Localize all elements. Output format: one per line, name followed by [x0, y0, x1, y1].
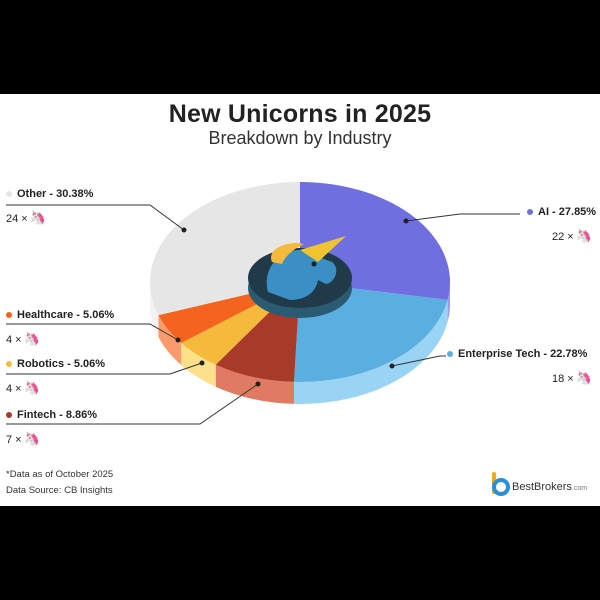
- bestbrokers-logo: BestBrokers.com: [490, 470, 600, 498]
- leader-line-ai: [405, 213, 520, 222]
- pie-side-ai: [447, 282, 450, 322]
- leader-line-fintech: [6, 383, 259, 425]
- label-healthcare: Healthcare - 5.06%: [6, 309, 114, 321]
- count-other: 24 × 🦄: [6, 210, 46, 225]
- unicorn-icon: 🦄: [23, 331, 40, 346]
- label-fintech: Fintech - 8.86%: [6, 409, 97, 421]
- count-fintech: 7 × 🦄: [6, 431, 40, 446]
- pie-side-robotics: [181, 343, 216, 387]
- pie-side-other: [150, 282, 159, 338]
- count-healthcare: 4 × 🦄: [6, 331, 40, 346]
- leader-dot-fintech: [255, 381, 261, 387]
- leader-dot-other: [181, 227, 187, 233]
- brand-name: BestBrokers.com: [512, 481, 588, 493]
- pie-sides: [150, 282, 450, 405]
- label-other: Other - 30.38%: [6, 188, 93, 200]
- leader-line-enterprise-tech: [391, 355, 446, 367]
- logo-icon: [492, 472, 510, 496]
- data-note: *Data as of October 2025: [6, 469, 114, 480]
- unicorn-icon: 🦄: [23, 431, 40, 446]
- count-robotics: 4 × 🦄: [6, 380, 40, 395]
- leader-line-other: [6, 204, 185, 231]
- leader-lines: [6, 204, 520, 425]
- unicorn-icon: 🦄: [23, 380, 40, 395]
- unicorn-icon: 🦄: [575, 370, 592, 385]
- label-ai: AI - 27.85%: [527, 206, 596, 218]
- leader-line-robotics: [6, 362, 203, 375]
- pie-side-healthcare: [158, 315, 182, 366]
- pie-side-fintech: [215, 364, 295, 404]
- leader-dot-robotics: [199, 360, 205, 366]
- label-robotics: Robotics - 5.06%: [6, 358, 105, 370]
- center-medallion: [248, 236, 352, 318]
- leader-dot-ai: [403, 218, 409, 224]
- chart-subtitle: Breakdown by Industry: [208, 128, 392, 148]
- chart-title: New Unicorns in 2025: [168, 100, 432, 128]
- unicorn-icon: 🦄: [575, 228, 592, 243]
- leader-line-healthcare: [6, 323, 179, 341]
- count-enterprise-tech: 18 × 🦄: [552, 370, 592, 385]
- pie-side-enterprise-tech: [294, 299, 448, 405]
- leader-dot-healthcare: [175, 337, 181, 343]
- leader-dot-enterprise-tech: [389, 363, 395, 369]
- unicorn-head-icon: [266, 236, 346, 300]
- label-enterprise-tech: Enterprise Tech - 22.78%: [447, 348, 587, 360]
- count-ai: 22 × 🦄: [552, 228, 592, 243]
- data-source: Data Source: CB Insights: [6, 485, 113, 496]
- unicorn-icon: 🦄: [29, 210, 46, 225]
